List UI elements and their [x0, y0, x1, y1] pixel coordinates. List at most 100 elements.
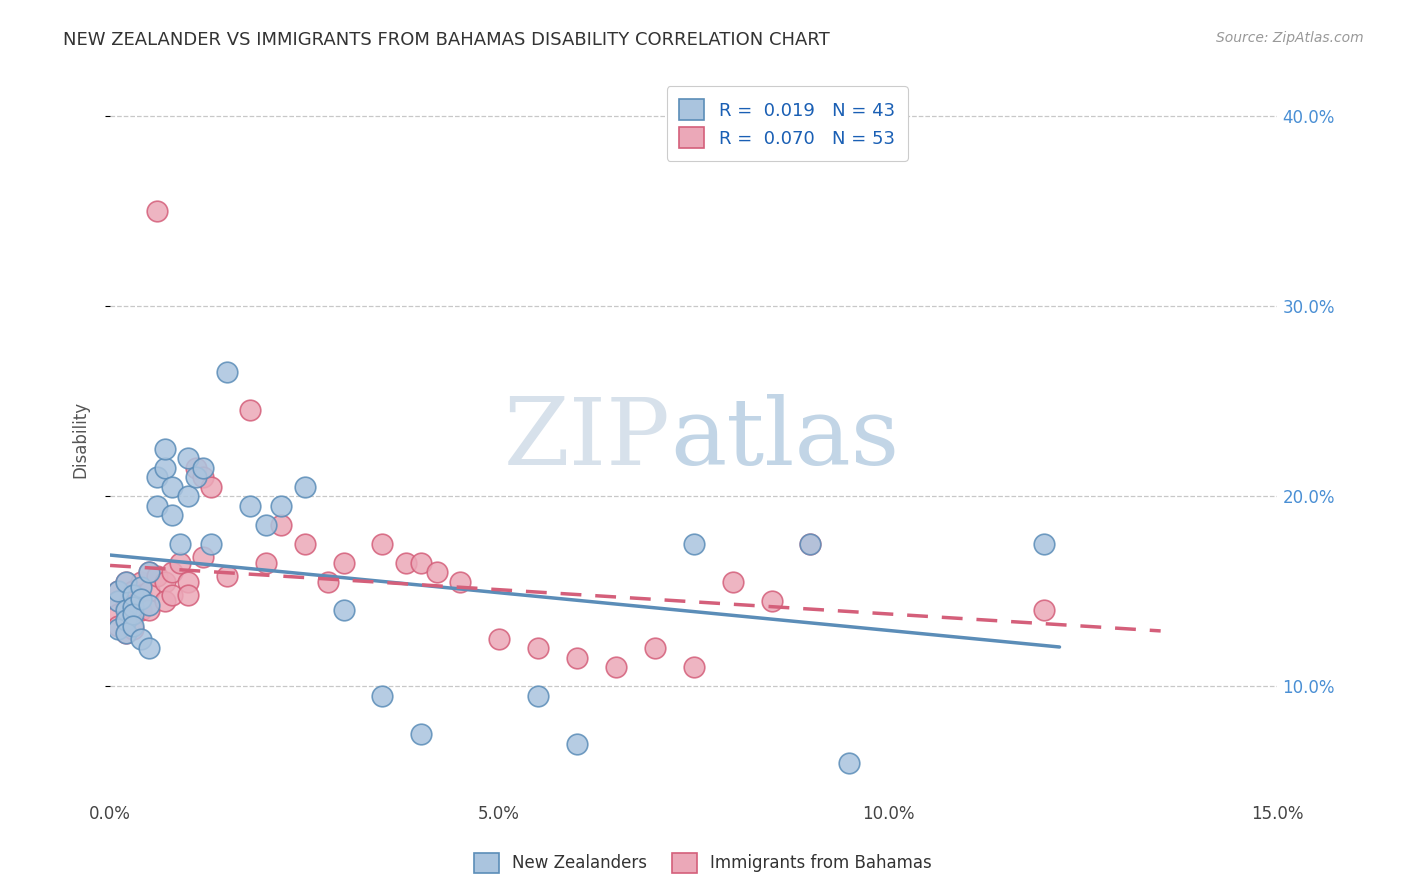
- Point: [395, 556, 418, 570]
- Point: [153, 442, 176, 456]
- Y-axis label: Disability: Disability: [72, 401, 89, 477]
- Point: [129, 591, 152, 606]
- Point: [114, 626, 136, 640]
- Point: [177, 588, 200, 602]
- Point: [200, 537, 222, 551]
- Point: [169, 537, 191, 551]
- Point: [177, 451, 200, 466]
- Point: [254, 517, 277, 532]
- Point: [129, 603, 152, 617]
- Point: [114, 613, 136, 627]
- Point: [153, 574, 176, 589]
- Point: [122, 618, 145, 632]
- Point: [114, 613, 136, 627]
- Point: [411, 556, 433, 570]
- Point: [200, 480, 222, 494]
- Point: [254, 556, 277, 570]
- Point: [162, 588, 184, 602]
- Point: [114, 626, 136, 640]
- Point: [799, 537, 821, 551]
- Point: [138, 598, 160, 612]
- Point: [527, 641, 550, 656]
- Point: [488, 632, 510, 646]
- Point: [114, 574, 136, 589]
- Point: [107, 584, 129, 599]
- Point: [239, 499, 262, 513]
- Point: [332, 556, 354, 570]
- Point: [721, 574, 744, 589]
- Point: [527, 689, 550, 703]
- Legend: R =  0.019   N = 43, R =  0.070   N = 53: R = 0.019 N = 43, R = 0.070 N = 53: [666, 87, 908, 161]
- Point: [449, 574, 471, 589]
- Point: [838, 756, 860, 770]
- Point: [107, 623, 129, 637]
- Point: [114, 599, 136, 614]
- Point: [411, 727, 433, 741]
- Point: [122, 584, 145, 599]
- Point: [644, 641, 666, 656]
- Point: [215, 366, 238, 380]
- Point: [215, 569, 238, 583]
- Point: [162, 480, 184, 494]
- Point: [138, 641, 160, 656]
- Point: [177, 489, 200, 503]
- Point: [162, 508, 184, 523]
- Point: [426, 566, 449, 580]
- Point: [565, 737, 588, 751]
- Point: [371, 537, 394, 551]
- Point: [1032, 603, 1054, 617]
- Point: [316, 574, 339, 589]
- Point: [153, 594, 176, 608]
- Point: [107, 618, 129, 632]
- Point: [122, 623, 145, 637]
- Point: [682, 537, 704, 551]
- Text: atlas: atlas: [671, 394, 900, 484]
- Point: [129, 581, 152, 595]
- Point: [122, 607, 145, 621]
- Point: [122, 588, 145, 602]
- Point: [129, 588, 152, 602]
- Point: [270, 517, 292, 532]
- Point: [122, 607, 145, 621]
- Point: [129, 574, 152, 589]
- Point: [162, 566, 184, 580]
- Point: [107, 594, 129, 608]
- Point: [107, 584, 129, 599]
- Point: [184, 460, 207, 475]
- Point: [294, 480, 316, 494]
- Point: [138, 566, 160, 580]
- Point: [114, 603, 136, 617]
- Point: [107, 607, 129, 621]
- Point: [799, 537, 821, 551]
- Point: [682, 660, 704, 674]
- Point: [145, 569, 167, 583]
- Point: [138, 584, 160, 599]
- Point: [169, 556, 191, 570]
- Point: [565, 651, 588, 665]
- Point: [605, 660, 627, 674]
- Point: [122, 599, 145, 614]
- Point: [129, 632, 152, 646]
- Text: NEW ZEALANDER VS IMMIGRANTS FROM BAHAMAS DISABILITY CORRELATION CHART: NEW ZEALANDER VS IMMIGRANTS FROM BAHAMAS…: [63, 31, 830, 49]
- Point: [177, 574, 200, 589]
- Text: ZIP: ZIP: [503, 394, 671, 484]
- Point: [193, 460, 215, 475]
- Text: Source: ZipAtlas.com: Source: ZipAtlas.com: [1216, 31, 1364, 45]
- Point: [1032, 537, 1054, 551]
- Point: [122, 598, 145, 612]
- Point: [153, 460, 176, 475]
- Point: [145, 203, 167, 218]
- Point: [145, 470, 167, 484]
- Point: [371, 689, 394, 703]
- Point: [184, 470, 207, 484]
- Point: [114, 574, 136, 589]
- Legend: New Zealanders, Immigrants from Bahamas: New Zealanders, Immigrants from Bahamas: [467, 847, 939, 880]
- Point: [138, 603, 160, 617]
- Point: [294, 537, 316, 551]
- Point: [145, 499, 167, 513]
- Point: [138, 566, 160, 580]
- Point: [239, 403, 262, 417]
- Point: [270, 499, 292, 513]
- Point: [761, 594, 783, 608]
- Point: [107, 594, 129, 608]
